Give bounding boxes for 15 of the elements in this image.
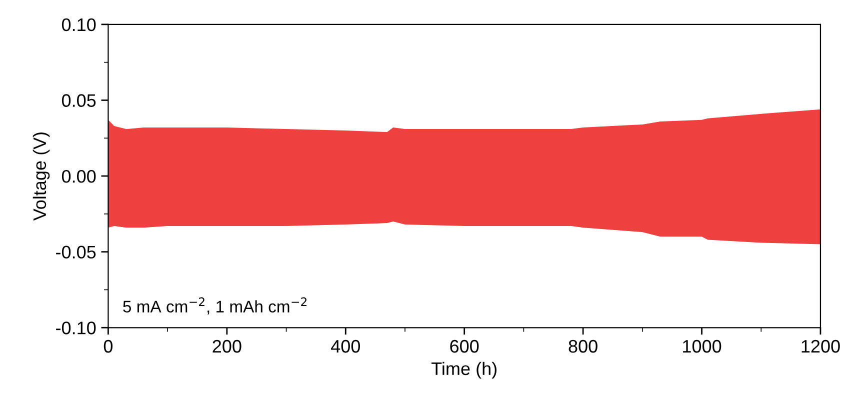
x-tick-label: 800 — [568, 340, 598, 353]
y-tick-label: -0.05 — [56, 246, 96, 259]
x-axis-title: Time (h) — [431, 362, 496, 379]
x-tick-label: 1000 — [683, 340, 722, 353]
y-tick-label: 0.00 — [62, 170, 96, 183]
x-tick-label: 400 — [330, 340, 360, 353]
y-tick-label: -0.10 — [56, 322, 96, 334]
x-tick-label: 200 — [212, 340, 242, 353]
y-tick-label: 0.05 — [62, 94, 96, 107]
y-axis-title: Voltage (V) — [32, 132, 50, 221]
y-tick-label: 0.10 — [62, 18, 96, 32]
annotation: 5 mA cm$^{−2}$, 1 mAh cm$^{−2}$ — [123, 297, 306, 314]
x-tick-label: 1200 — [802, 340, 840, 353]
x-tick-label: 0 — [104, 340, 113, 353]
x-tick-label: 600 — [450, 340, 479, 353]
